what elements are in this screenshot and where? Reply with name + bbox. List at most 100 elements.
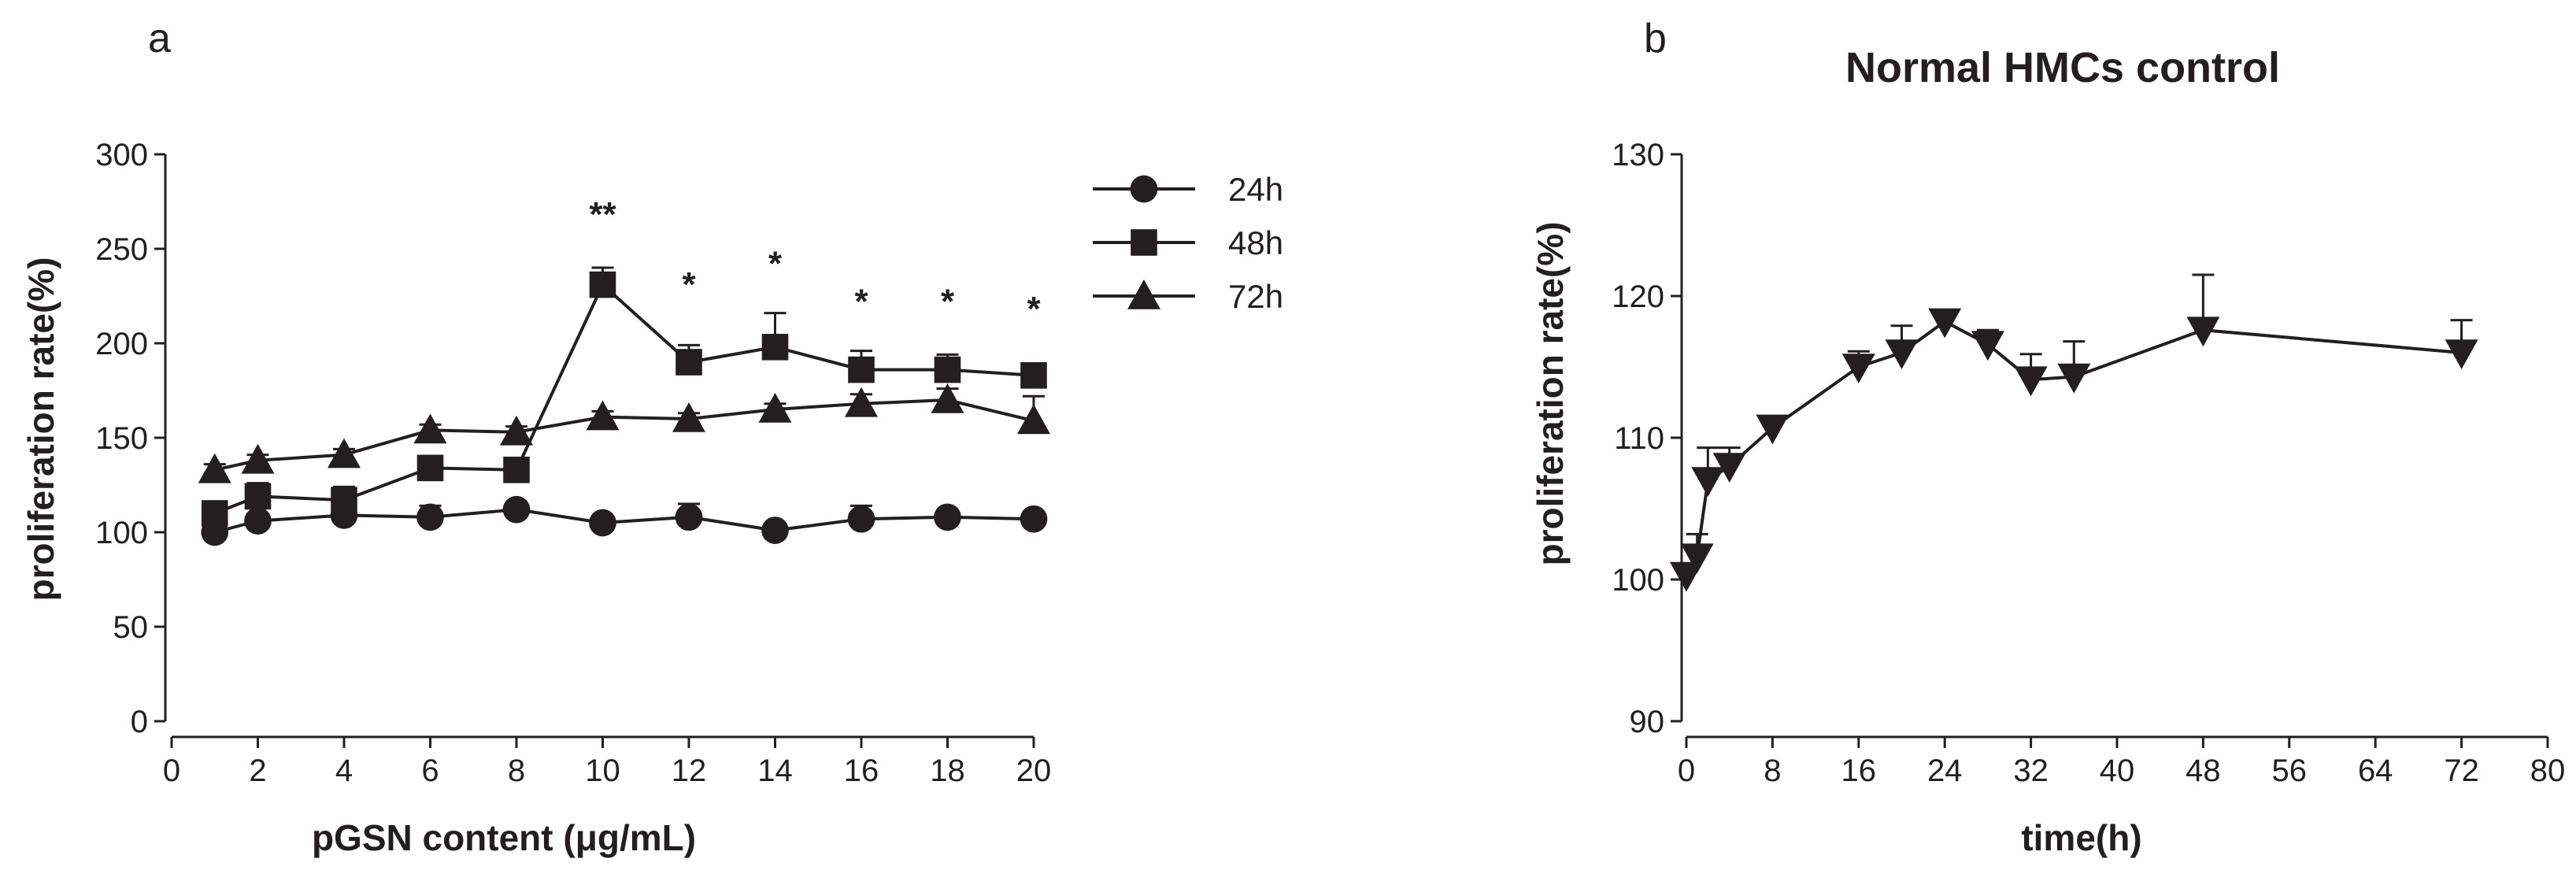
significance-marker: *: [854, 283, 868, 321]
chart-b-y-tick-label: 90: [1630, 705, 1665, 739]
series-48h-point: [416, 454, 444, 482]
significance-marker: *: [682, 265, 696, 304]
chart-b-x-tick-label: 64: [2358, 753, 2393, 788]
significance-marker: *: [1027, 290, 1041, 328]
chart-a-x-axis-label: pGSN content (μg/mL): [312, 817, 696, 858]
series-72h-point: [931, 383, 964, 413]
series-72h-point: [500, 415, 533, 446]
series-48h-point: [331, 487, 357, 513]
legend-marker-72h: [1127, 280, 1160, 309]
series-b-point: [2445, 339, 2478, 369]
series-72h-point: [845, 387, 878, 417]
significance-marker: **: [589, 195, 616, 234]
chart-b-x-tick-label: 40: [2100, 753, 2135, 788]
significance-marker: *: [941, 283, 955, 321]
chart-b-axes: 90 100 110 120 130 0 8 16 24 32 40 48 56 64 72 80: [1612, 138, 2565, 788]
series-b-point: [1680, 543, 1714, 574]
series-48h-line: [214, 282, 1034, 515]
legend-label-48h: 48h: [1228, 224, 1283, 261]
chart-a-x-tick-label: 6: [421, 753, 439, 788]
chart-a-x-tick-label: 8: [508, 753, 525, 788]
chart-b-y-tick-label: 120: [1612, 280, 1664, 314]
chart-a-x-tick-label: 20: [1016, 753, 1052, 788]
series-b-point: [1756, 414, 1790, 445]
series-72h-point: [413, 413, 447, 444]
series-b-point: [1841, 354, 1875, 383]
series-48h-point: [503, 457, 530, 483]
series-24h-point: [244, 507, 272, 535]
chart-a-y-tick-label: 200: [95, 327, 148, 361]
chart-b-y-axis-label: proliferation rate(%): [1530, 221, 1571, 565]
chart-b-y-tick-label: 110: [1614, 421, 1664, 456]
series-48h-point: [201, 500, 228, 527]
chart-a-axes: 0 50 100 150 200 250 300 0 2 4 6 8 10 12 14 16 18 20: [95, 138, 1051, 788]
chart-b-x-tick-label: 0: [1678, 753, 1695, 788]
chart-a-y-tick-label: 300: [95, 138, 148, 172]
panel-label-a: a: [148, 16, 171, 61]
chart-b-x-axis-label: time(h): [2021, 817, 2141, 858]
series-48h-point: [244, 483, 272, 510]
series-24h-point: [675, 503, 703, 531]
chart-a-x-tick-label: 18: [930, 753, 965, 788]
chart-b-x-tick-label: 72: [2444, 753, 2479, 788]
chart-b-x-tick-label: 8: [1764, 753, 1781, 788]
series-72h-point: [1017, 404, 1050, 435]
chart-a-x-tick-label: 4: [335, 753, 353, 788]
series-72h-point: [241, 443, 275, 474]
chart-a-y-tick-label: 250: [95, 232, 148, 267]
series-24h-point: [1020, 505, 1048, 533]
series-24h-point: [502, 495, 531, 524]
series-b-point: [1885, 339, 1919, 369]
series-b-point: [1691, 467, 1725, 497]
series-b-point: [1928, 308, 1962, 339]
chart-a-x-tick-label: 2: [249, 753, 266, 788]
chart-a-x-tick-label: 0: [163, 753, 180, 788]
series-72h-point: [198, 453, 231, 483]
chart-b-y-tick-label: 130: [1612, 138, 1664, 172]
series-24h-point: [934, 503, 961, 531]
chart-a-y-tick-label: 100: [95, 516, 148, 550]
chart-b-plot-area: [1670, 273, 2478, 592]
series-b-point: [2057, 363, 2091, 394]
series-48h-point: [761, 334, 789, 361]
series-48h-point: [934, 356, 961, 383]
chart-b-x-tick-label: 16: [1841, 753, 1877, 788]
series-72h-point: [672, 402, 705, 432]
chart-b-title: Normal HMCs control: [1845, 44, 2280, 91]
chart-a-x-tick-label: 14: [757, 753, 793, 788]
series-b-point: [1712, 453, 1746, 483]
chart-a-x-tick-label: 12: [672, 753, 707, 788]
chart-a-y-tick-label: 0: [131, 705, 148, 739]
legend-marker-24h: [1130, 175, 1158, 203]
chart-b-x-tick-label: 48: [2186, 753, 2221, 788]
significance-marker: *: [768, 245, 783, 283]
series-b-point: [2186, 317, 2220, 347]
chart-a-x-tick-label: 10: [585, 753, 620, 788]
chart-panel-a: a pGSN content (μg/mL) proliferation rat…: [20, 16, 1283, 858]
series-48h-point: [848, 356, 875, 383]
series-48h-point: [589, 271, 616, 298]
series-24h-point: [847, 505, 875, 533]
chart-b-x-tick-label: 56: [2272, 753, 2308, 788]
series-b-point: [1971, 331, 2004, 361]
series-72h-point: [328, 438, 361, 468]
legend-label-24h: 24h: [1228, 171, 1283, 208]
chart-a-plot-area: ***** * *: [198, 195, 1050, 546]
series-48h-point: [675, 349, 702, 376]
legend-marker-48h: [1131, 229, 1157, 256]
chart-a-y-tick-label: 50: [113, 610, 149, 645]
chart-b-y-tick-label: 100: [1612, 563, 1664, 598]
chart-a-x-tick-label: 16: [844, 753, 879, 788]
chart-a-y-axis-label: proliferation rate(%): [20, 257, 61, 601]
chart-b-x-tick-label: 80: [2530, 753, 2566, 788]
series-72h-point: [758, 393, 792, 423]
panel-label-b: b: [1644, 16, 1667, 61]
series-b-point: [2014, 366, 2048, 397]
legend-label-72h: 72h: [1228, 278, 1283, 315]
chart-a-legend: 24h 48h 72h: [1093, 171, 1283, 315]
series-48h-point: [1020, 362, 1047, 389]
series-24h-point: [761, 516, 789, 544]
series-72h-point: [586, 400, 620, 431]
series-24h-point: [589, 509, 616, 537]
